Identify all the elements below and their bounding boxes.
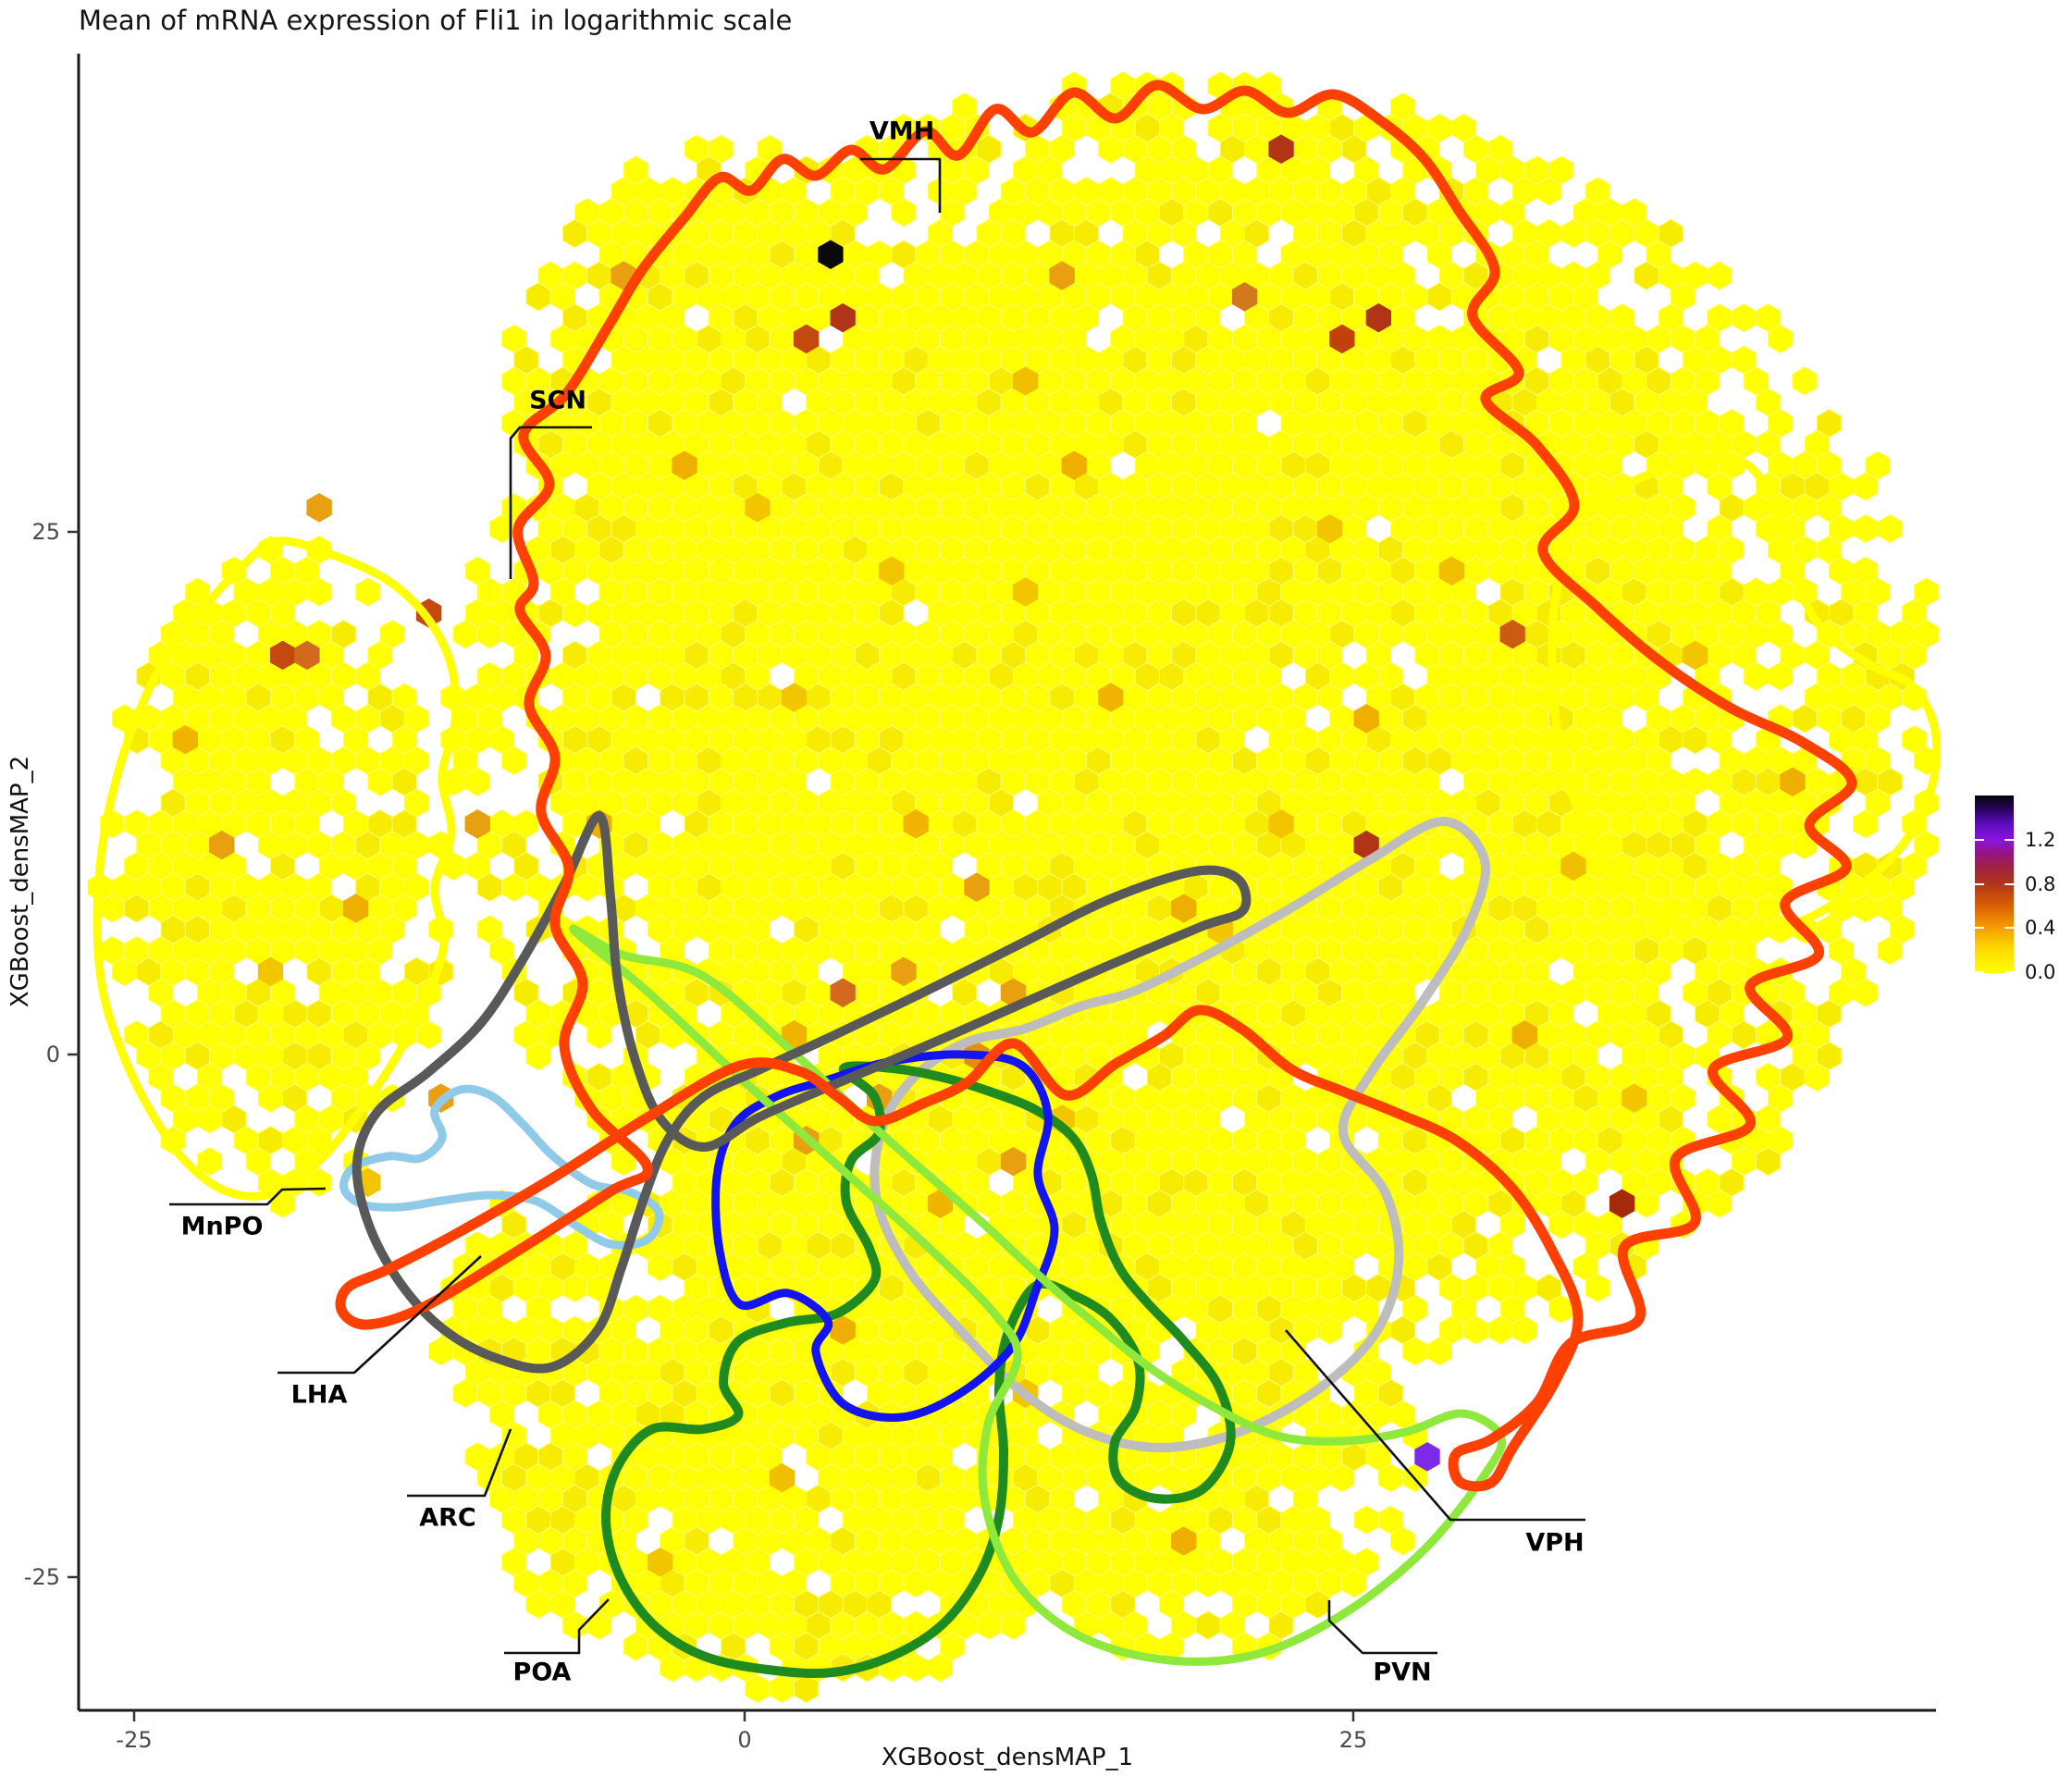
y-tick-label: 25 xyxy=(31,519,60,545)
hex-bin-value xyxy=(1560,851,1586,882)
region-label-vph: VPH xyxy=(1525,1529,1584,1558)
hex-bin-value xyxy=(1511,1020,1537,1050)
region-annotations: VMH SCN MnPO LHA ARC POA PVN VPH xyxy=(169,117,1585,1687)
hex-bin-value xyxy=(1000,1146,1027,1177)
leader-line-poa xyxy=(504,1598,610,1655)
hex-bin-value xyxy=(172,724,198,755)
colorbar-tick-label: 0.4 xyxy=(2025,917,2055,939)
leader-line-arc xyxy=(407,1428,512,1498)
hex-bin-value xyxy=(1171,894,1197,923)
leader-line-lha xyxy=(278,1255,482,1375)
hex-bin-value xyxy=(1499,619,1525,649)
hex-bin-value xyxy=(1268,809,1294,839)
region-outline-arc xyxy=(711,1050,1059,1422)
hex-bin-value xyxy=(257,956,284,987)
hex-bin-value xyxy=(1171,1526,1197,1556)
hex-bin-value xyxy=(306,493,332,523)
hex-bin-value xyxy=(294,640,320,671)
region-outline-lha xyxy=(352,811,1252,1374)
hex-bin-value xyxy=(464,809,490,839)
hex-bin-value xyxy=(1012,577,1039,607)
hex-bin-value xyxy=(769,1462,795,1493)
page-title: Mean of mRNA expression of Fli1 in logar… xyxy=(79,5,792,36)
hex-bin-value xyxy=(781,683,808,712)
hex-bin-value xyxy=(1268,134,1294,164)
leader-line-vph xyxy=(1285,1329,1585,1522)
hex-bin-value xyxy=(745,493,771,523)
hex-bin-value xyxy=(1098,683,1124,712)
axes: -25 0 25 25 0 -25 xyxy=(24,54,1936,1753)
region-outlines xyxy=(92,80,1942,1678)
y-axis-title: XGBoost_densMAP_2 xyxy=(6,756,34,1007)
hex-bin-value xyxy=(964,872,990,902)
hex-bin-value xyxy=(1622,1083,1647,1113)
hex-bin-value xyxy=(830,978,856,1007)
hex-bin-value xyxy=(1414,1442,1440,1472)
hex-bin-value xyxy=(1012,366,1039,396)
hex-bin-value xyxy=(648,1548,673,1577)
x-tick-label: 0 xyxy=(737,1727,751,1753)
region-label-lha: LHA xyxy=(291,1381,348,1410)
leader-line-vmh xyxy=(860,157,942,213)
hex-bin-value xyxy=(903,809,929,839)
hexbin-accent-bins xyxy=(172,134,1806,1577)
leader-line-pvn xyxy=(1327,1600,1437,1655)
region-label-arc: ARC xyxy=(419,1504,476,1533)
hex-bin-value xyxy=(1780,767,1806,796)
hex-bin-value xyxy=(209,830,235,860)
colorbar-tick-label: 0.8 xyxy=(2025,873,2055,895)
leader-line-scn xyxy=(509,426,592,579)
region-label-pvn: PVN xyxy=(1373,1659,1431,1687)
region-outline-scn-right xyxy=(1548,454,1942,941)
x-tick-label: 25 xyxy=(1339,1727,1368,1753)
hex-bin-value xyxy=(1329,324,1355,354)
y-tick-label: -25 xyxy=(24,1564,60,1590)
hex-bin-value xyxy=(1438,556,1464,586)
hex-bin-value xyxy=(342,894,369,923)
x-tick-label: -25 xyxy=(116,1727,152,1753)
region-outline-scn-left xyxy=(92,536,461,1201)
region-outline-vmh xyxy=(335,80,1857,1492)
hex-bin-value xyxy=(818,240,844,269)
hex-bin-value xyxy=(1049,261,1075,290)
hex-bin-value xyxy=(830,302,856,333)
hexbin-layer xyxy=(87,71,1940,1704)
colorbar-tick-label: 0.0 xyxy=(2025,961,2055,983)
hex-bin-value xyxy=(1317,513,1343,544)
region-label-mnpo: MnPO xyxy=(181,1213,264,1241)
y-tick-label: 0 xyxy=(46,1042,60,1067)
colorbar-legend: 1.2 0.8 0.4 0.0 xyxy=(1975,796,2055,983)
region-outline-pvn xyxy=(569,924,1507,1666)
hex-bin-value xyxy=(794,324,820,354)
region-label-vmh: VMH xyxy=(870,117,934,146)
hex-bin-value xyxy=(1609,1189,1635,1218)
colorbar-tick-label: 1.2 xyxy=(2025,829,2055,851)
region-outline-poa xyxy=(601,1061,1236,1678)
region-label-poa: POA xyxy=(513,1659,572,1687)
hex-bin-value xyxy=(879,556,905,586)
hex-bin-value xyxy=(1061,450,1087,480)
x-axis-title: XGBoost_densMAP_1 xyxy=(882,1744,1133,1771)
hex-bin-value xyxy=(1231,282,1258,312)
hex-bin-value xyxy=(672,450,697,480)
hex-bin-value xyxy=(1353,704,1379,734)
hex-bin-value xyxy=(1365,302,1391,333)
leader-line-mnpo xyxy=(169,1187,327,1206)
hex-bin-value xyxy=(1682,640,1708,671)
region-label-scn: SCN xyxy=(529,387,586,415)
hex-bin-value xyxy=(891,956,917,987)
